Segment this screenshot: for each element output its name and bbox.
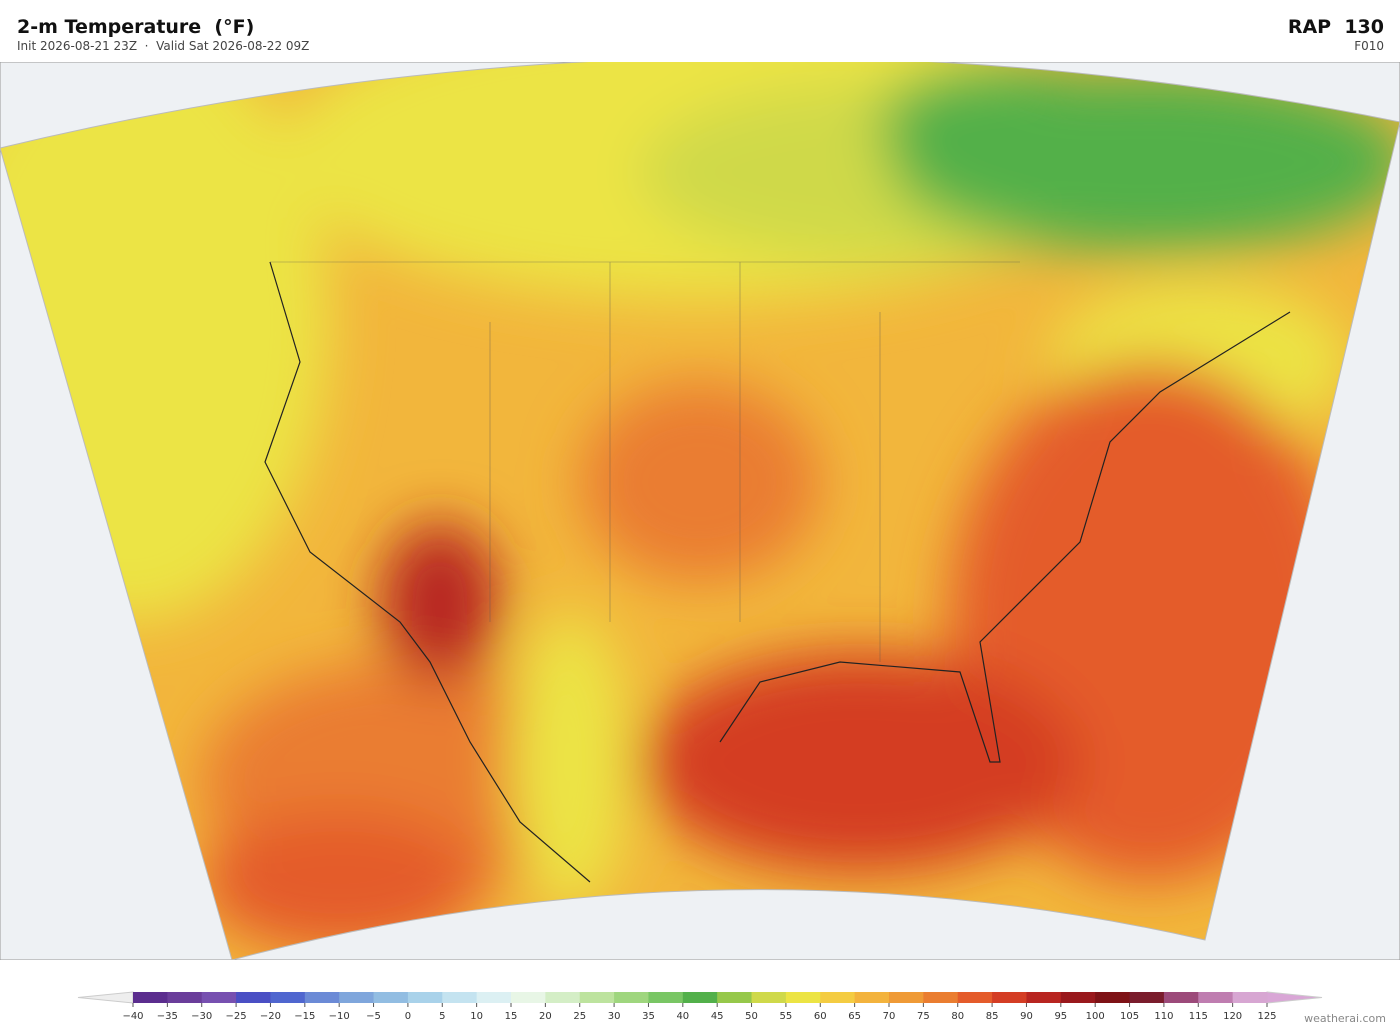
temperature-field (0, 62, 1400, 960)
colorbar-tick-label: −30 (191, 1011, 212, 1022)
coastline (264, 261, 1291, 883)
colorbar-tick-label: 25 (573, 1011, 586, 1022)
colorbar-tick-label: 15 (505, 1011, 518, 1022)
colorbar-swatch (579, 992, 615, 1003)
colorbar-swatch (1060, 992, 1096, 1003)
colorbar-tick-label: 115 (1189, 1011, 1208, 1022)
colorbar-swatch (717, 992, 753, 1003)
colorbar-swatch (511, 992, 546, 1003)
colorbar-tick-label: 70 (883, 1011, 896, 1022)
colorbar-swatch (133, 992, 168, 1003)
colorbar-tick-label: 75 (917, 1011, 930, 1022)
colorbar-under (77, 991, 134, 1004)
colorbar-tick-label: 60 (814, 1011, 827, 1022)
colorbar-swatch (304, 992, 340, 1003)
model-label: RAP 130 (1287, 16, 1384, 38)
forecast-hour: F010 (1354, 39, 1384, 53)
colorbar-tick-label: 80 (951, 1011, 964, 1022)
colorbar-tick-label: −10 (329, 1011, 350, 1022)
colorbar-swatch (785, 992, 821, 1003)
colorbar-swatch (201, 992, 237, 1003)
colorbar-swatch (339, 992, 375, 1003)
colorbar-tick-label: 40 (676, 1011, 689, 1022)
colorbar-tick-label: 85 (986, 1011, 999, 1022)
colorbar-tick-label: 20 (539, 1011, 552, 1022)
colorbar-tick-label: 50 (745, 1011, 758, 1022)
colorbar-swatch (270, 992, 306, 1003)
colorbar-swatch (957, 992, 993, 1003)
colorbar-tick-label: −40 (122, 1011, 143, 1022)
colorbar-tick-label: −25 (226, 1011, 247, 1022)
colorbar-over (1266, 991, 1323, 1004)
colorbar-swatch (682, 992, 718, 1003)
colorbar-tick-label: 100 (1086, 1011, 1105, 1022)
colorbar: −40 −35 −30 −25 −20 −15 −10 −5 0 5 10 15 20 25 30 35 40 4… (77, 991, 1323, 1022)
colorbar-tick-label: −5 (366, 1011, 381, 1022)
colorbar-swatch (373, 992, 409, 1003)
colorbar-swatch (442, 992, 478, 1003)
colorbar-swatch (992, 992, 1027, 1003)
colorbar-tick-label: 120 (1223, 1011, 1242, 1022)
colorbar-tick-label: 125 (1257, 1011, 1276, 1022)
colorbar-tick-label: 95 (1054, 1011, 1067, 1022)
domain-outline (0, 62, 1400, 960)
colorbar-swatch (167, 992, 203, 1003)
colorbar-tick-label: −35 (157, 1011, 178, 1022)
colorbar-swatch (614, 992, 649, 1003)
colorbar-tick-label: 35 (642, 1011, 655, 1022)
colorbar-swatch (820, 992, 856, 1003)
colorbar-tick-label: −20 (260, 1011, 281, 1022)
colorbar-swatch (923, 992, 959, 1003)
colorbar-swatch (1026, 992, 1062, 1003)
colorbar-swatch (545, 992, 581, 1003)
colorbar-swatch (1163, 992, 1199, 1003)
map (0, 62, 1400, 960)
borders (270, 261, 1020, 662)
colorbar-swatch (476, 992, 512, 1003)
colorbar-swatch (236, 992, 271, 1003)
credit: weatherai.com (1304, 1012, 1386, 1025)
colorbar-tick-label: 5 (439, 1011, 445, 1022)
colorbar-tick-label: 105 (1120, 1011, 1139, 1022)
colorbar-swatch (854, 992, 890, 1003)
colorbar-swatch (407, 992, 443, 1003)
title: 2-m Temperature (°F) (17, 16, 255, 38)
colorbar-tick-label: 90 (1020, 1011, 1033, 1022)
colorbar-swatch (1095, 992, 1131, 1003)
colorbar-swatch (1129, 992, 1165, 1003)
colorbar-tick-label: 0 (405, 1011, 411, 1022)
colorbar-swatch (648, 992, 684, 1003)
colorbar-swatch (1198, 992, 1234, 1003)
colorbar-swatch (1232, 992, 1268, 1003)
colorbar-tick-label: 45 (711, 1011, 724, 1022)
colorbar-swatch (751, 992, 787, 1003)
colorbar-tick-label: 10 (470, 1011, 483, 1022)
colorbar-tick-label: 110 (1154, 1011, 1173, 1022)
colorbar-tick-label: −15 (294, 1011, 315, 1022)
colorbar-tick-label: 55 (780, 1011, 793, 1022)
subtitle: Init 2026-08-21 23Z · Valid Sat 2026-08-… (17, 39, 310, 53)
colorbar-swatch (889, 992, 924, 1003)
colorbar-tick-label: 30 (608, 1011, 621, 1022)
colorbar-tick-label: 65 (848, 1011, 861, 1022)
